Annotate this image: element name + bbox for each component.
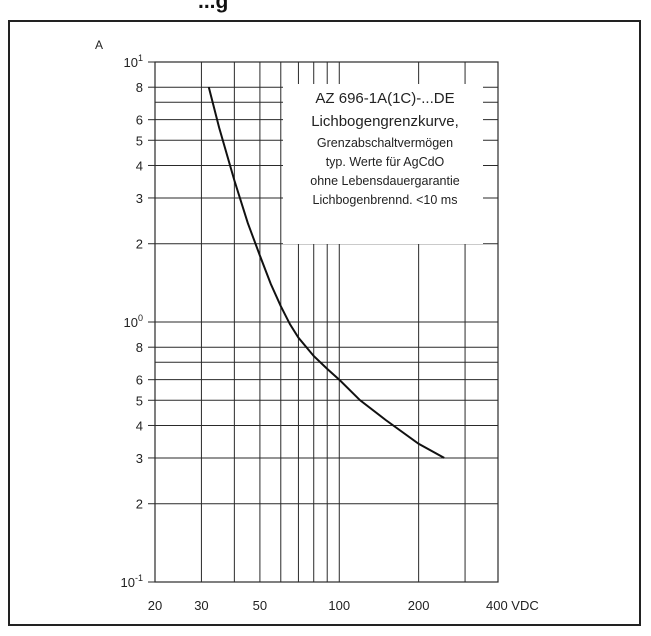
x-tick-label-100: 100: [328, 598, 350, 613]
y-tick-label-3: 3: [136, 191, 143, 206]
annotation-body-line-1: Grenzabschaltvermögen: [317, 136, 453, 150]
y-unit-label: A: [95, 38, 103, 52]
y-tick-label-6: 6: [136, 113, 143, 128]
y-tick-label-0-8: 8: [136, 340, 143, 355]
annotation-body-line-3: ohne Lebensdauergarantie: [310, 174, 459, 188]
chart-frame: 101 8 6 5 4 3 2 100 8 6 5 4 3 2 10-1 A 20 30 50 100 200 400 V…: [8, 20, 641, 626]
y-tick-label-1: 100: [124, 313, 143, 330]
y-tick-label-0-6: 6: [136, 373, 143, 388]
y-tick-label-4: 4: [136, 158, 143, 173]
x-tick-label-400: 400 VDC: [486, 598, 539, 613]
y-tick-label-5: 5: [136, 133, 143, 148]
y-tick-label-0-5: 5: [136, 393, 143, 408]
y-tick-label-8: 8: [136, 80, 143, 95]
y-tick-label-0-2: 2: [136, 497, 143, 512]
annotation-body-line-4: Lichbogenbrennd. <10 ms: [313, 193, 458, 207]
y-tick-label-0-1: 10-1: [121, 573, 143, 590]
x-tick-label-30: 30: [194, 598, 208, 613]
annotation-title-line-2: Lichbogengrenzkurve,: [311, 113, 459, 130]
y-tick-label-0-4: 4: [136, 418, 143, 433]
x-tick-label-50: 50: [253, 598, 267, 613]
y-tick-label-2: 2: [136, 237, 143, 252]
page-heading: ...g: [0, 0, 651, 22]
y-tick-label-10: 101: [124, 53, 143, 70]
annotation-title-line-1: AZ 696-1A(1C)-...DE: [315, 90, 454, 107]
annotation-body-line-2: typ. Werte für AgCdO: [326, 155, 445, 169]
series-curve-1: [207, 86, 445, 459]
x-tick-label-200: 200: [408, 598, 430, 613]
page-heading-text: ...g: [198, 0, 229, 13]
annotation-box: [283, 84, 483, 244]
arc-limit-chart: 101 8 6 5 4 3 2 100 8 6 5 4 3 2 10-1 A 20 30 50 100 200 400 V…: [95, 38, 539, 613]
y-tick-label-0-3: 3: [136, 451, 143, 466]
x-tick-label-20: 20: [148, 598, 162, 613]
